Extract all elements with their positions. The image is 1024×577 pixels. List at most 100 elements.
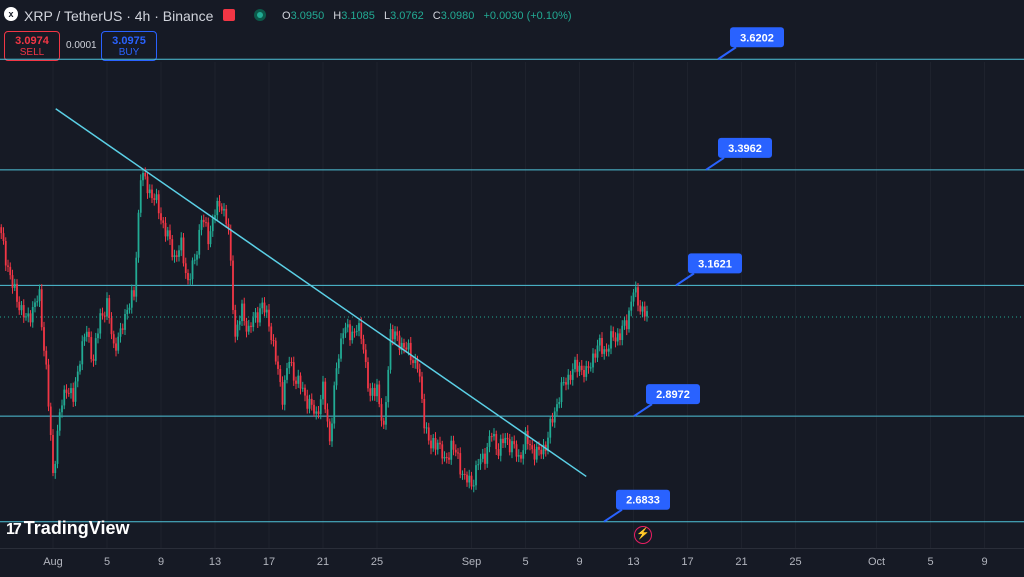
candle-body (508, 439, 511, 453)
candle-body (31, 307, 34, 323)
x-tick-label: 21 (317, 556, 329, 568)
candle-body (130, 290, 133, 308)
candle-body (430, 440, 432, 449)
candle-body (337, 358, 340, 369)
candle-body (20, 305, 23, 311)
candle-body (308, 398, 311, 409)
tradingview-logo[interactable]: 17 TradingView (6, 518, 130, 539)
candle-body (281, 382, 284, 405)
candle-body (328, 421, 331, 442)
callout-pointer (705, 156, 725, 171)
candle-body (333, 385, 336, 424)
candle-body (432, 437, 435, 449)
flag-icon[interactable] (223, 9, 235, 21)
candle-body (110, 318, 113, 335)
flash-icon[interactable]: ⚡ (634, 526, 652, 544)
candle-body (403, 342, 405, 348)
candle-body (463, 473, 466, 475)
candle-body (256, 312, 259, 323)
candle-body (454, 449, 457, 453)
candle-body (315, 411, 318, 414)
candle-body (126, 309, 129, 315)
candle-body (85, 331, 88, 337)
candle-body (153, 198, 156, 200)
open-value: 3.0950 (290, 10, 325, 22)
candle-body (65, 389, 68, 393)
time-axis[interactable] (0, 548, 1024, 577)
candle-body (196, 254, 198, 260)
candle-body (2, 233, 5, 242)
candle-body (459, 453, 462, 475)
x-tick-label: 5 (104, 556, 110, 568)
level-callout (730, 27, 784, 48)
buy-price: 3.0975 (112, 35, 146, 47)
candle-body (144, 172, 147, 177)
candle-body (241, 303, 243, 322)
candle-body (547, 437, 549, 451)
x-tick-label: 13 (209, 556, 221, 568)
sell-price: 3.0974 (15, 35, 49, 47)
symbol-title[interactable]: XRP / TetherUS · 4h · Binance (24, 8, 214, 24)
candle-body (317, 411, 320, 415)
market-status-icon[interactable] (254, 9, 266, 21)
candle-body (103, 315, 106, 317)
candle-body (58, 412, 61, 431)
sell-label: SELL (19, 47, 45, 58)
candle-body (16, 283, 18, 302)
candle-body (603, 349, 606, 354)
candle-body (589, 367, 592, 369)
callout-pointer (717, 46, 737, 61)
tradingview-logo-icon: 17 (6, 521, 22, 538)
candle-body (616, 333, 619, 342)
candle-body (272, 339, 275, 341)
candle-body (434, 437, 437, 450)
candle-body (56, 430, 59, 464)
candle-body (157, 194, 160, 214)
level-callout (718, 137, 772, 158)
symbol-logo-icon: x (4, 7, 18, 21)
candle-body (486, 446, 489, 464)
candle-body (166, 230, 169, 237)
candle-body (223, 208, 225, 211)
candle-body (277, 361, 279, 369)
candle-body (137, 212, 140, 258)
buy-label: BUY (118, 47, 140, 58)
candle-body (261, 302, 264, 309)
candle-body (54, 463, 57, 474)
candle-body (369, 388, 372, 396)
callout-pointer (603, 508, 623, 523)
sell-button[interactable]: 3.0974 SELL (4, 31, 60, 61)
candle-body (29, 313, 32, 323)
candle-body (112, 334, 115, 344)
candle-body (587, 366, 590, 368)
candle-body (133, 290, 135, 297)
ohlc-values: O3.0950 H3.1085 L3.0762 C3.0980 +0.0030 … (282, 10, 578, 22)
candle-body (423, 398, 426, 429)
candle-body (124, 314, 126, 330)
candle-body (205, 222, 207, 224)
candle-body (72, 388, 75, 402)
candle-body (187, 273, 189, 281)
candle-body (117, 336, 120, 351)
level-callout (616, 489, 670, 510)
candle-body (119, 328, 122, 337)
candle-body (43, 327, 45, 351)
candle-body (355, 330, 358, 332)
candle-body (511, 441, 513, 453)
candle-body (151, 189, 153, 199)
candle-body (178, 250, 180, 257)
level-callout-label: 3.6202 (740, 32, 774, 44)
candle-body (247, 325, 250, 332)
candle-body (468, 475, 471, 483)
candle-body (101, 313, 104, 316)
buy-button[interactable]: 3.0975 BUY (101, 31, 157, 61)
candle-body (34, 302, 36, 308)
candle-body (373, 387, 376, 397)
callout-pointer (633, 403, 653, 417)
change-value: +0.0030 (+0.10%) (483, 10, 572, 22)
candle-body (358, 323, 360, 331)
candle-body (607, 348, 610, 352)
candle-body (200, 219, 203, 230)
candle-body (326, 409, 329, 422)
